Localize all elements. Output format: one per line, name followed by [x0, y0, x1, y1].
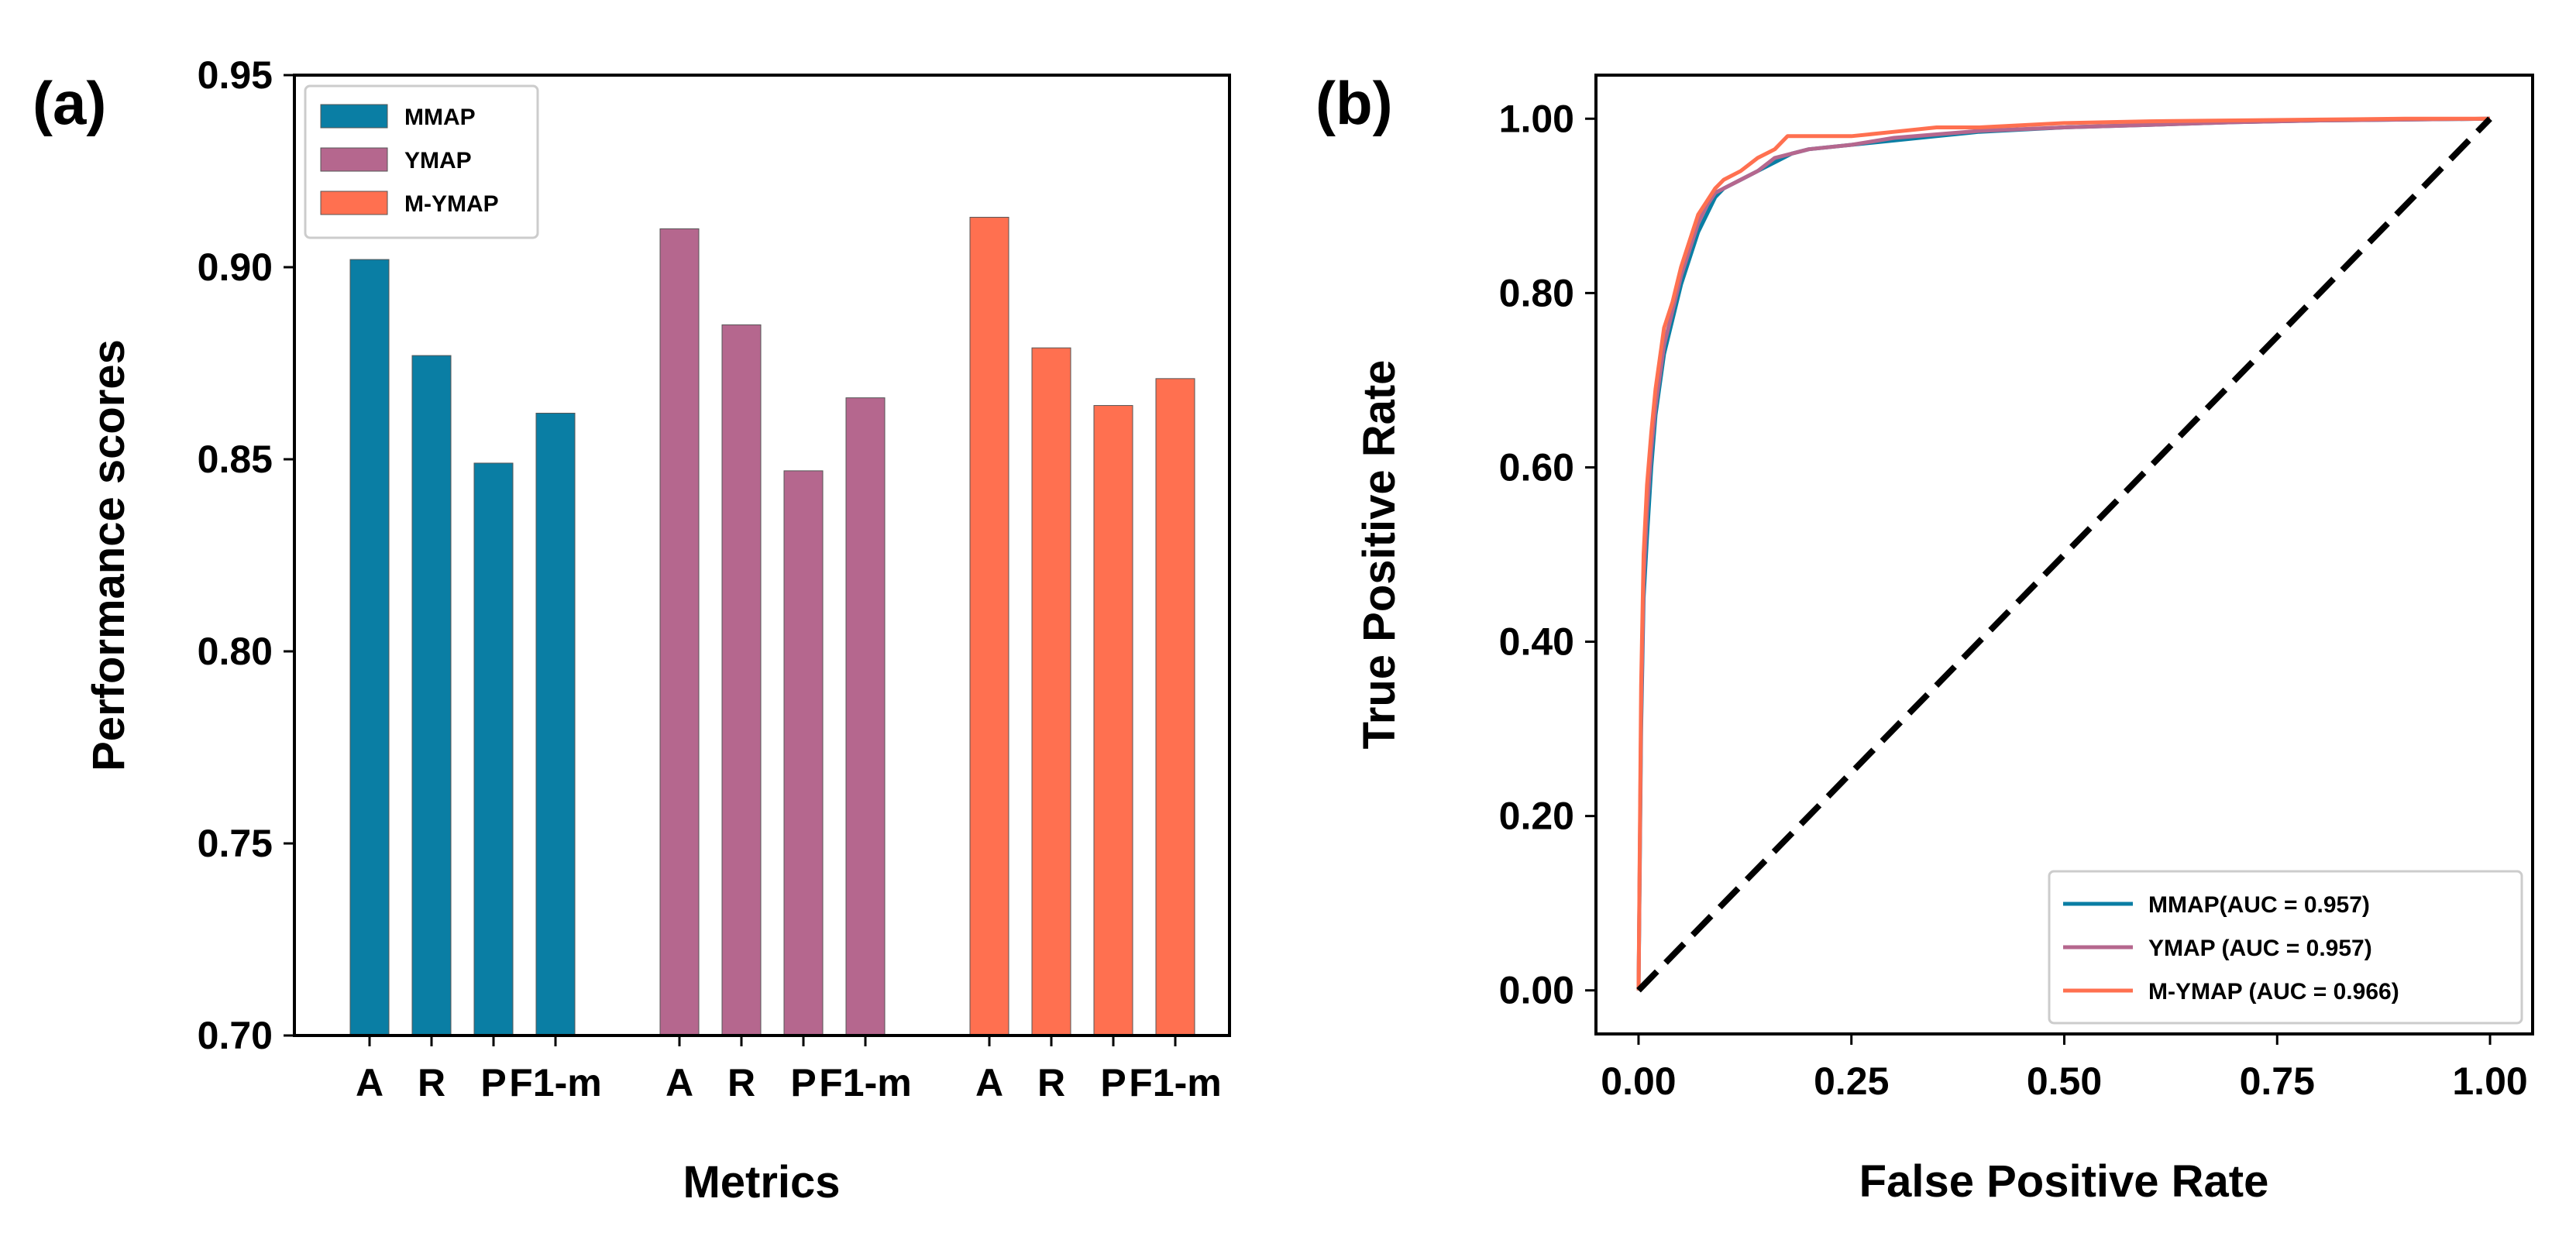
y-tick-label-a: 0.70: [198, 1014, 273, 1057]
x-tick-label-b: 0.75: [2240, 1060, 2315, 1103]
x-axis-title-a: Metrics: [683, 1157, 840, 1207]
y-tick-label-b: 0.20: [1499, 795, 1574, 838]
x-tick-label-a: P: [1100, 1061, 1126, 1104]
x-axis-title-b: False Positive Rate: [1859, 1156, 2269, 1207]
x-tick-label-a: F1-m: [819, 1061, 911, 1104]
panel-b-roc-chart: (b) 0.00 0.20 0.40 0.60 0.80 1.00 0.00 0.25 0.5…: [1316, 69, 2534, 1207]
bar-mmap-p: [473, 462, 514, 1036]
y-ticks-b: 0.00 0.20 0.40 0.60 0.80 1.00: [1499, 97, 1596, 1012]
bar-m-ymap-a: [969, 217, 1009, 1036]
x-tick-label-a: R: [1037, 1061, 1065, 1104]
y-ticks-a: 0.70 0.75 0.80 0.85 0.90 0.95: [198, 53, 294, 1057]
x-tick-label-a: A: [975, 1061, 1003, 1104]
legend-label-b: M-YMAP (AUC = 0.966): [2148, 979, 2399, 1005]
x-tick-label-b: 0.50: [2027, 1060, 2102, 1103]
x-tick-label-a: A: [356, 1061, 383, 1104]
y-tick-label-a: 0.95: [198, 53, 273, 97]
x-tick-label-a: R: [727, 1061, 755, 1104]
chance-diagonal-line: [1636, 116, 2492, 993]
y-tick-label-b: 0.80: [1499, 271, 1574, 314]
y-tick-label-b: 1.00: [1499, 97, 1574, 140]
bar-ymap-a: [659, 228, 700, 1036]
y-tick-label-a: 0.80: [198, 630, 273, 673]
x-tick-label-a: F1-m: [509, 1061, 601, 1104]
x-tick-label-a: R: [418, 1061, 445, 1104]
axes-frame-a: [293, 74, 1231, 1037]
legend-box-b: [2048, 870, 2523, 1025]
x-tick-label-a: P: [790, 1061, 816, 1104]
legend-label-b: MMAP(AUC = 0.957): [2148, 892, 2370, 918]
roc-line-1: [1636, 116, 2491, 991]
y-tick-label-a: 0.85: [198, 438, 273, 481]
y-tick-label-b: 0.00: [1499, 969, 1574, 1012]
legend-a: MMAP YMAP M-YMAP: [304, 84, 539, 239]
bar-m-ymap-f1-m: [1155, 378, 1195, 1036]
bar-group: [349, 217, 1195, 1036]
bar-ymap-p: [783, 470, 824, 1036]
x-tick-label-b: 1.00: [2452, 1060, 2527, 1103]
legend-label-a: M-YMAP: [404, 191, 499, 217]
y-tick-label-a: 0.90: [198, 246, 273, 289]
legend-label-b: YMAP (AUC = 0.957): [2148, 936, 2372, 961]
bar-m-ymap-r: [1031, 347, 1071, 1036]
y-tick-label-b: 0.40: [1499, 620, 1574, 664]
bar-m-ymap-p: [1093, 405, 1133, 1036]
bar-ymap-r: [721, 324, 762, 1036]
roc-line-0: [1636, 116, 2491, 991]
legend-swatch-a: [320, 147, 388, 172]
roc-lines: [1636, 116, 2492, 993]
x-ticks-b: 0.00 0.25 0.50 0.75 1.00: [1601, 1034, 2528, 1103]
y-tick-label-a: 0.75: [198, 822, 273, 865]
x-tick-label-b: 0.00: [1601, 1060, 1676, 1103]
y-axis-title-a: Performance scores: [84, 339, 134, 771]
bar-mmap-a: [349, 259, 390, 1036]
x-tick-label-b: 0.25: [1814, 1060, 1889, 1103]
legend-label-a: MMAP: [404, 105, 476, 130]
legend-label-a: YMAP: [404, 148, 472, 173]
panel-b-label: (b): [1316, 69, 1393, 137]
bar-mmap-f1-m: [535, 412, 576, 1036]
x-ticks-a: A R P F1-m A R P F1-m A R P F1-m: [356, 1035, 1222, 1104]
bar-mmap-r: [411, 355, 452, 1036]
x-tick-label-a: A: [665, 1061, 693, 1104]
y-axis-title-b: True Positive Rate: [1354, 360, 1405, 750]
y-tick-label-b: 0.60: [1499, 445, 1574, 489]
legend-swatch-a: [320, 104, 388, 129]
legend-b: MMAP(AUC = 0.957) YMAP (AUC = 0.957) M-YMA…: [2048, 870, 2523, 1025]
x-tick-label-a: F1-m: [1129, 1061, 1221, 1104]
legend-swatch-a: [320, 191, 388, 215]
bar-ymap-f1-m: [845, 397, 886, 1036]
roc-line-2: [1636, 116, 2490, 991]
x-tick-label-a: P: [480, 1061, 506, 1104]
panel-a-bar-chart: (a) 0.700.750.800.850.900.95 A R P F1-m A R P F…: [33, 53, 1231, 1207]
panel-a-label: (a): [33, 69, 106, 137]
